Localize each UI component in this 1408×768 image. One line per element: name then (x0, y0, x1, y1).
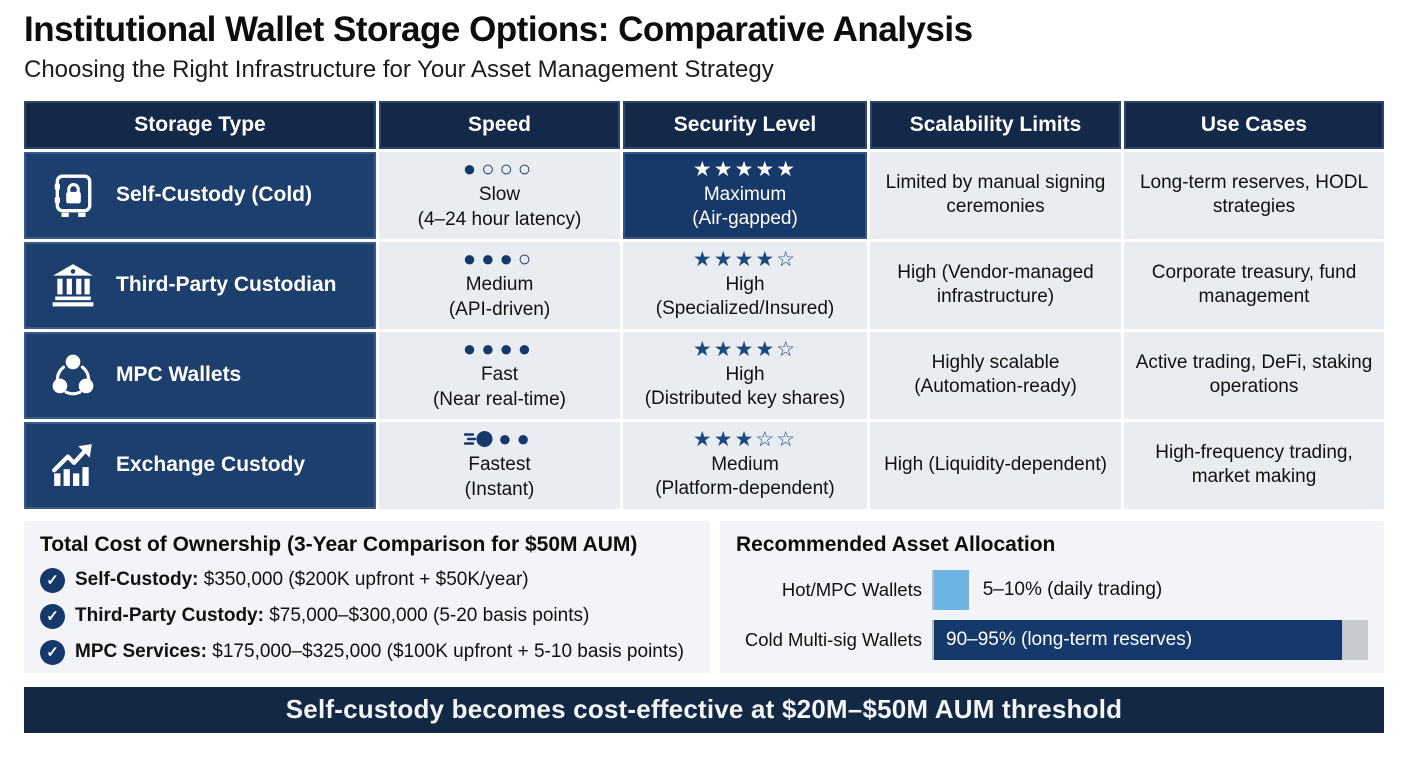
scalability-cell-mpc: Highly scalable (Automation-ready) (870, 331, 1121, 419)
security-level: High (725, 363, 765, 385)
row-label: Exchange Custody (116, 453, 306, 477)
bar-value-label: 90–95% (long-term reserves) (946, 628, 1193, 650)
speed-dots: ●○○○ (462, 156, 537, 182)
star-rating: ★★★☆☆ (692, 427, 798, 451)
use-cases-cell-exchange: High-frequency trading, market making (1124, 421, 1384, 509)
safe-icon (50, 172, 96, 218)
security-detail: (Air-gapped) (692, 208, 798, 230)
security-detail: (Distributed key shares) (644, 388, 846, 410)
cost-item-label: Third-Party Custody: (75, 605, 264, 627)
cost-item-label: MPC Services: (75, 641, 208, 663)
speed-cell-exchange: ●● Fastest (Instant) (379, 421, 620, 509)
security-detail: (Platform-dependent) (655, 478, 835, 500)
row-label: MPC Wallets (116, 363, 242, 387)
security-cell-self-custody: ★★★★★ Maximum (Air-gapped) (623, 151, 867, 239)
speed-cell-third-party: ●●●○ Medium (API-driven) (379, 241, 620, 329)
speed-level: Fast (481, 364, 518, 386)
column-header-storage-type: Storage Type (24, 100, 376, 149)
bar-remainder (1341, 619, 1368, 660)
speed-cell-self-custody: ●○○○ Slow (4–24 hour latency) (379, 151, 620, 239)
security-cell-exchange: ★★★☆☆ Medium (Platform-dependent) (623, 421, 867, 509)
cost-item-label: Self-Custody: (75, 569, 199, 591)
speed-detail: (API-driven) (448, 298, 551, 320)
speed-detail: (Near real-time) (432, 388, 567, 410)
bar-value-label: 5–10% (daily trading) (982, 578, 1163, 600)
allocation-row-cold: Cold Multi-sig Wallets 90–95% (long-term… (736, 619, 1368, 661)
allocation-panel: Recommended Asset Allocation Hot/MPC Wal… (720, 520, 1384, 673)
threshold-banner-text: Self-custody becomes cost-effective at $… (285, 694, 1123, 725)
speed-detail: (Instant) (464, 478, 535, 500)
row-label: Self-Custody (Cold) (116, 183, 312, 207)
speed-level: Slow (478, 184, 521, 206)
table-row-label-exchange: Exchange Custody (24, 421, 376, 509)
column-header-speed: Speed (379, 100, 620, 149)
star-rating: ★★★★★ (692, 157, 798, 181)
scalability-cell-self-custody: Limited by manual signing ceremonies (870, 151, 1121, 239)
mpc-share-icon (50, 352, 96, 398)
check-icon: ✓ (40, 603, 65, 629)
security-level: Medium (711, 453, 779, 475)
security-level: High (725, 273, 765, 295)
use-cases-cell-mpc: Active trading, DeFi, staking operations (1124, 331, 1384, 419)
check-icon: ✓ (40, 567, 65, 593)
cost-panel-title: Total Cost of Ownership (3-Year Comparis… (40, 532, 638, 556)
column-header-use-cases: Use Cases (1124, 100, 1384, 149)
cost-panel: Total Cost of Ownership (3-Year Comparis… (24, 520, 710, 673)
bar-label: Cold Multi-sig Wallets (744, 628, 922, 650)
bar-track: 90–95% (long-term reserves) (932, 619, 1368, 660)
table-row-label-third-party: Third-Party Custodian (24, 241, 376, 329)
growth-chart-icon (50, 442, 96, 488)
allocation-bar-chart: Hot/MPC Wallets 5–10% (daily trading) Co… (736, 569, 1368, 661)
use-cases-cell-self-custody: Long-term reserves, HODL strategies (1124, 151, 1384, 239)
cost-item-mpc: ✓ MPC Services: $175,000–$325,000 ($100K… (40, 639, 694, 665)
cost-item-value: $350,000 ($200K upfront + $50K/year) (203, 569, 529, 591)
speed-level: Medium (465, 274, 534, 296)
speed-cell-mpc: ●●●● Fast (Near real-time) (379, 331, 620, 419)
speed-dots: ●● (464, 428, 535, 450)
allocation-row-hot: Hot/MPC Wallets 5–10% (daily trading) (736, 569, 1368, 611)
speed-dots: ●●●○ (462, 246, 537, 272)
allocation-panel-title: Recommended Asset Allocation (736, 532, 1056, 556)
cost-item-self-custody: ✓ Self-Custody: $350,000 ($200K upfront … (40, 567, 694, 593)
table-row-label-self-custody: Self-Custody (Cold) (24, 151, 376, 239)
cold-wallet-bar: 90–95% (long-term reserves) (934, 619, 1342, 660)
bar-track: 5–10% (daily trading) (932, 569, 1368, 610)
security-level: Maximum (703, 183, 787, 205)
column-header-scalability-limits: Scalability Limits (870, 100, 1121, 149)
threshold-banner: Self-custody becomes cost-effective at $… (24, 686, 1384, 733)
cost-item-value: $175,000–$325,000 ($100K upfront + 5-10 … (212, 641, 684, 663)
bank-icon (50, 262, 96, 308)
cost-item-value: $75,000–$300,000 (5-20 basis points) (269, 605, 590, 627)
column-header-security-level: Security Level (623, 100, 867, 149)
star-rating: ★★★★☆ (692, 337, 798, 361)
bar-label: Hot/MPC Wallets (781, 578, 922, 600)
row-label: Third-Party Custodian (116, 273, 337, 297)
security-detail: (Specialized/Insured) (655, 298, 835, 320)
bottom-panels: Total Cost of Ownership (3-Year Comparis… (24, 520, 1384, 673)
page-title: Institutional Wallet Storage Options: Co… (24, 10, 973, 49)
speed-dots: ●●●● (462, 336, 537, 362)
use-cases-cell-third-party: Corporate treasury, fund management (1124, 241, 1384, 329)
speed-level: Fastest (468, 454, 531, 476)
security-cell-third-party: ★★★★☆ High (Specialized/Insured) (623, 241, 867, 329)
check-icon: ✓ (40, 639, 65, 665)
scalability-cell-third-party: High (Vendor-managed infrastructure) (870, 241, 1121, 329)
security-cell-mpc: ★★★★☆ High (Distributed key shares) (623, 331, 867, 419)
scalability-cell-exchange: High (Liquidity-dependent) (870, 421, 1121, 509)
hot-wallet-bar (934, 569, 969, 610)
cost-item-third-party: ✓ Third-Party Custody: $75,000–$300,000 … (40, 603, 694, 629)
table-row-label-mpc: MPC Wallets (24, 331, 376, 419)
page-subtitle: Choosing the Right Infrastructure for Yo… (24, 55, 774, 83)
speed-comet-icon (464, 430, 494, 448)
star-rating: ★★★★☆ (692, 247, 798, 271)
comparison-table: Storage Type Speed Security Level Scalab… (24, 100, 1384, 509)
speed-detail: (4–24 hour latency) (417, 208, 582, 230)
